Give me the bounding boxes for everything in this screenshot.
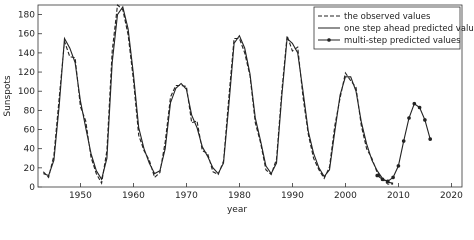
x-tick-label: 2020 [440,191,463,201]
chart: year Sunspots 0 20 40 60 80 100 120 140 160 180 19… [3,3,474,215]
point [423,118,427,122]
x-tick-label: 1980 [228,191,251,201]
point [428,137,433,141]
legend-label: the observed values [344,12,431,22]
x-tick-label: 2000 [334,191,357,201]
point [407,116,411,120]
x-tick-label: 1970 [175,191,198,201]
point [386,179,390,184]
y-tick-label: 80 [24,106,36,116]
point [401,139,406,143]
y-tick-label: 40 [24,145,36,155]
x-tick-label: 2010 [387,191,410,201]
legend-label: multi-step predicted values [344,36,461,46]
y-tick-label: 160 [18,30,35,40]
y-tick-label: 0 [29,183,35,193]
y-tick-label: 120 [18,68,35,78]
point [417,105,422,110]
legend-label: one step ahead predicted values [344,24,474,34]
x-tick-label: 1960 [122,191,145,201]
y-tick-label: 180 [18,11,35,21]
x-tick-label: 1990 [281,191,304,201]
point [396,164,401,168]
series-line [43,5,394,184]
x-tick-label: 1950 [69,191,92,201]
series-line [42,3,394,185]
legend-marker [327,38,331,42]
point [412,101,417,106]
x-axis-label: year [227,205,247,215]
page: {"chart_data": {"type": "line", "x_label… [3,3,474,215]
y-tick-label: 60 [24,126,36,136]
y-tick-label: 140 [18,49,35,59]
y-tick-label: 20 [24,164,36,174]
y-tick-label: 100 [18,87,35,97]
point [391,175,395,180]
point [380,177,385,182]
y-axis-label: Sunspots [3,75,13,117]
point [375,173,380,178]
